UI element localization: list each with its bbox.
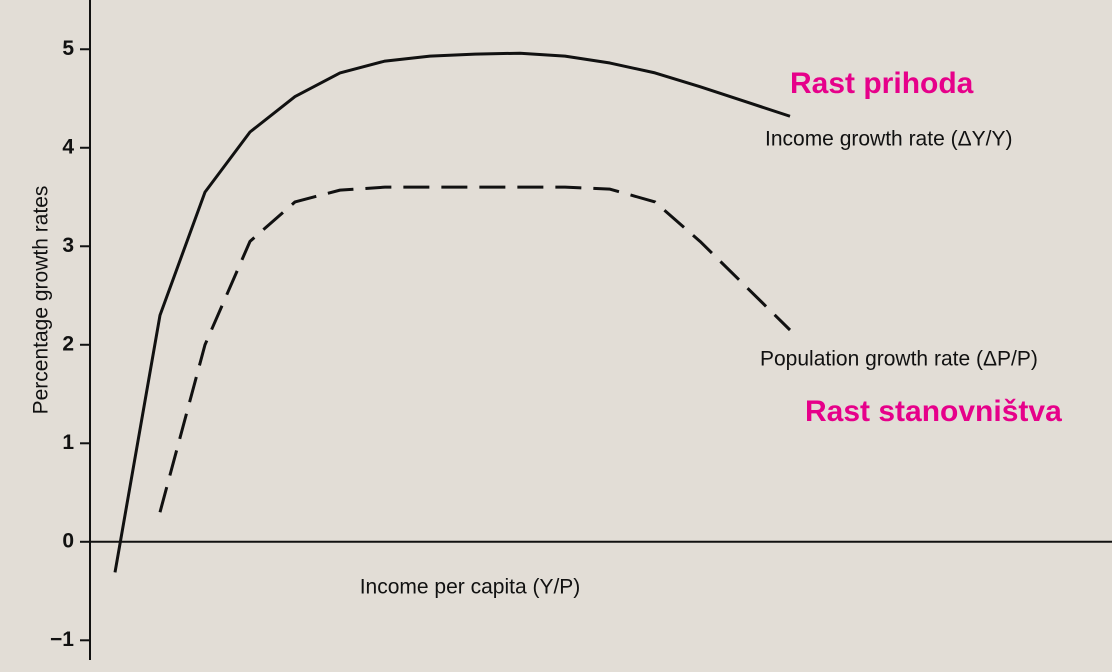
y-tick-label: 0 (62, 529, 74, 552)
x-axis-label: Income per capita (Y/P) (360, 576, 581, 599)
y-axis-label: Percentage growth rates (30, 186, 53, 415)
series-line (113, 51, 791, 573)
series-line (158, 185, 792, 513)
annotation: Income growth rate (ΔY/Y) (765, 128, 1012, 151)
y-tick-label: 4 (62, 135, 74, 158)
y-tick-label: 5 (62, 37, 74, 60)
annotation: Rast prihoda (790, 67, 974, 100)
y-tick-label: 2 (62, 332, 74, 355)
y-tick-label: −1 (50, 628, 74, 651)
y-tick-label: 1 (62, 431, 74, 454)
annotation: Rast stanovništva (805, 395, 1062, 428)
annotation: Population growth rate (ΔP/P) (760, 348, 1038, 371)
y-tick-label: 3 (62, 234, 74, 257)
